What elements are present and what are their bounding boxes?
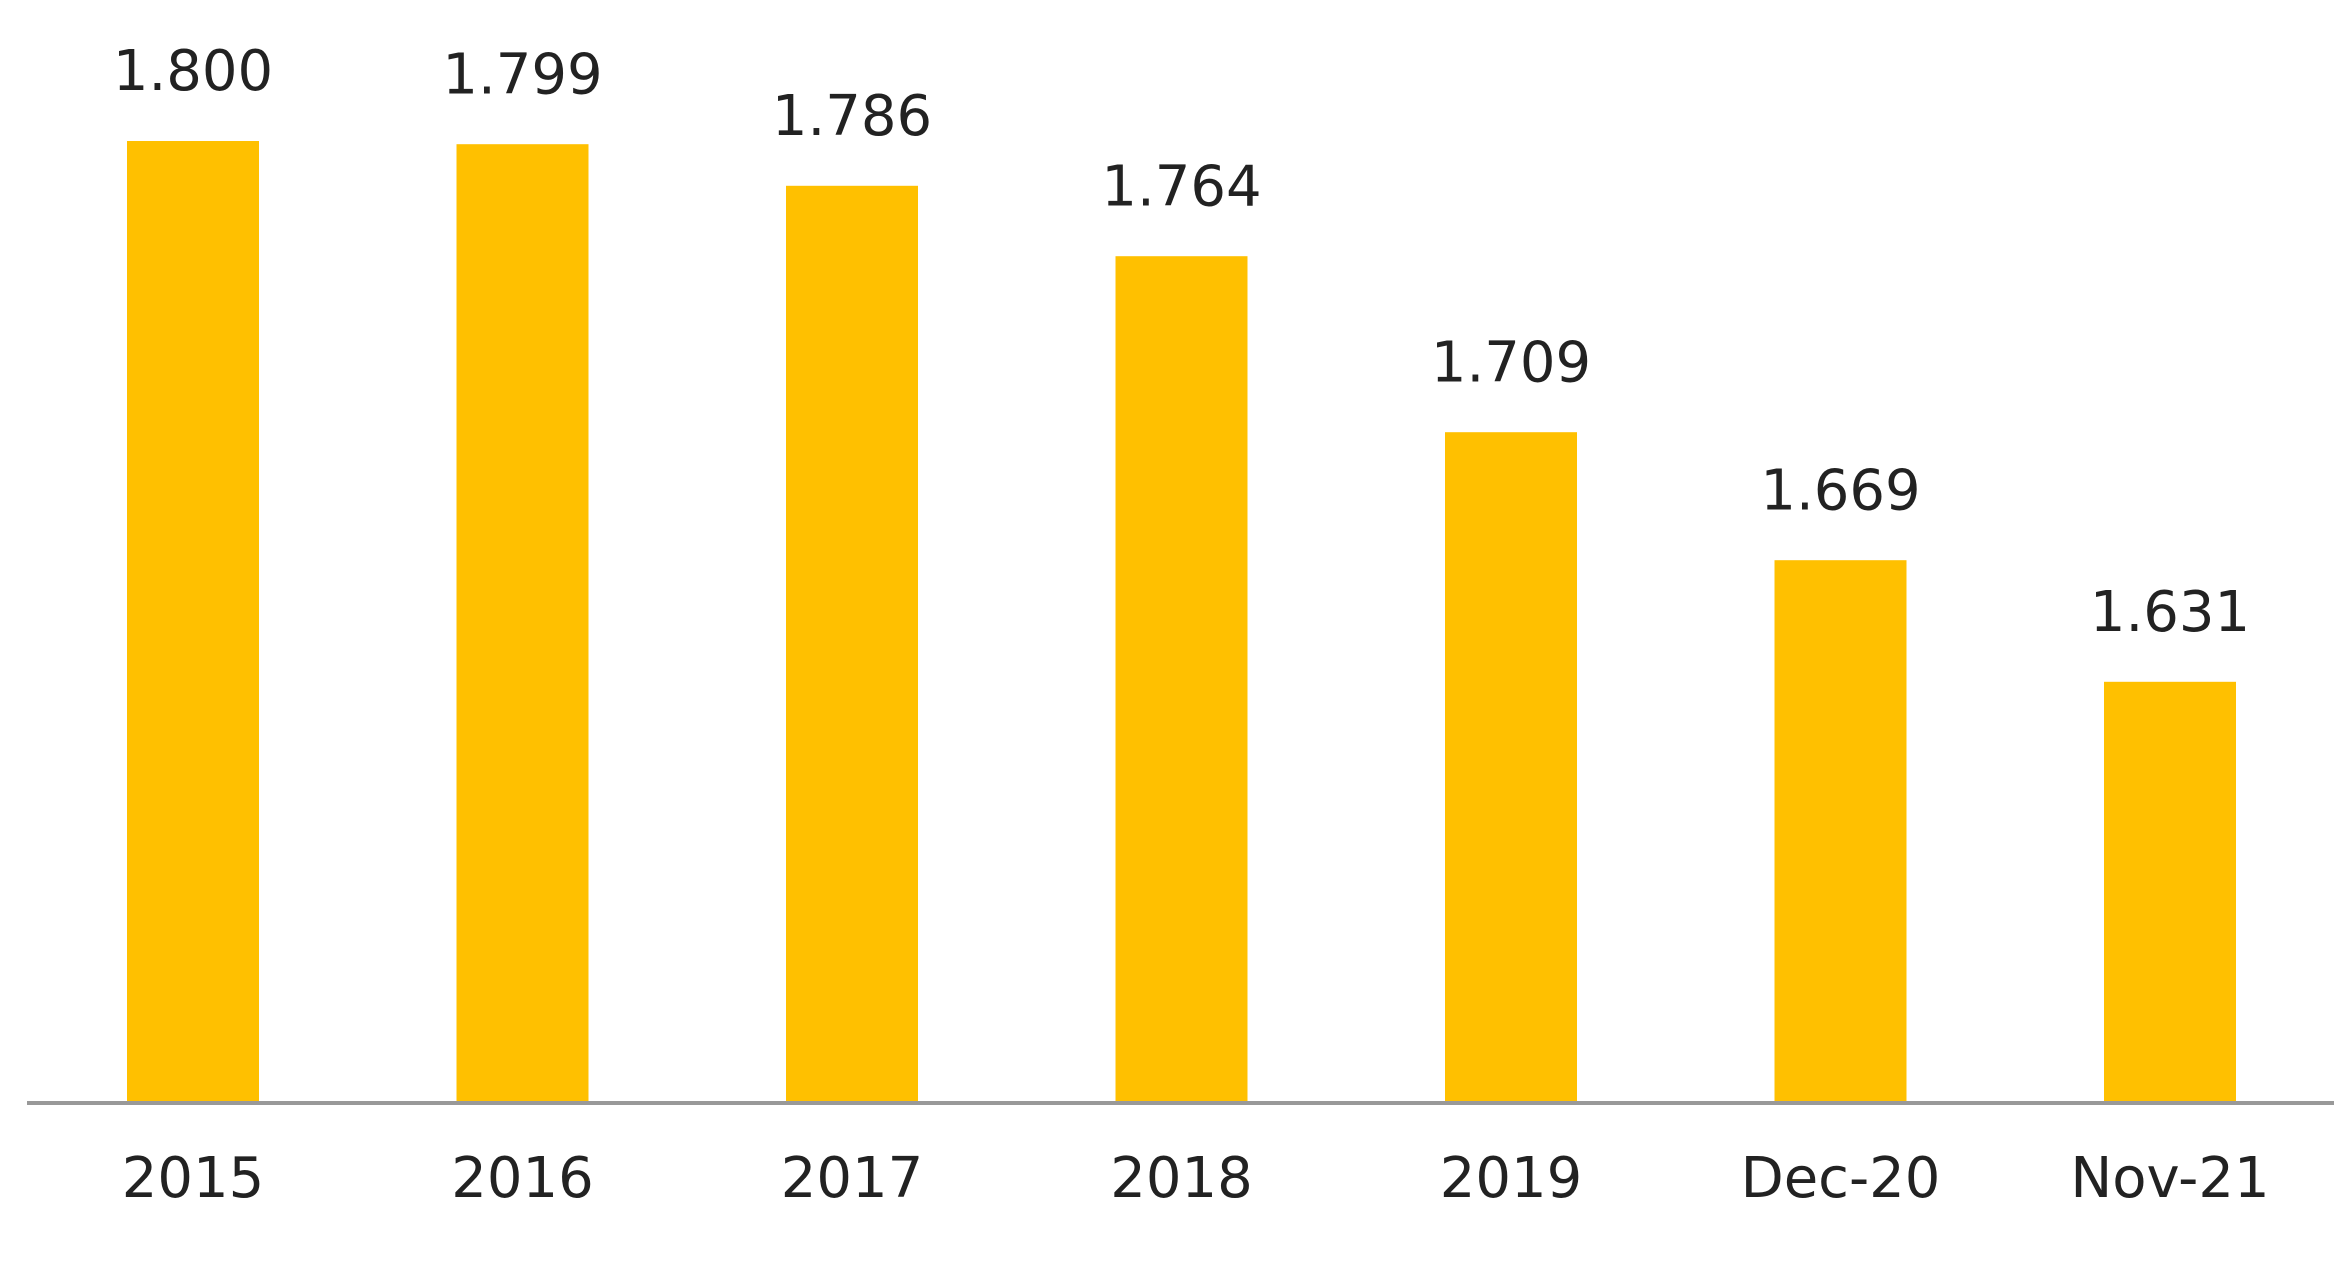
data-label: 1.764 [1101, 154, 1261, 219]
bar [2104, 681, 2236, 1101]
bar [1115, 256, 1248, 1101]
data-label: 1.799 [442, 42, 602, 107]
data-label: 1.800 [113, 39, 273, 104]
data-label: 1.786 [772, 84, 932, 149]
bar [1774, 560, 1907, 1101]
bar [127, 141, 259, 1101]
x-tick-label: 2017 [781, 1146, 924, 1211]
x-tick-label: Nov-21 [2070, 1146, 2269, 1211]
bar [456, 144, 589, 1101]
data-label: 1.669 [1760, 458, 1920, 523]
bar [786, 185, 918, 1102]
x-tick-label: 2018 [1110, 1146, 1253, 1211]
data-label: 1.631 [2090, 580, 2250, 645]
x-tick-label: 2015 [122, 1146, 265, 1211]
bar [1445, 432, 1577, 1101]
x-tick-label: 2019 [1440, 1146, 1583, 1211]
data-label: 1.709 [1431, 330, 1591, 395]
x-tick-label: Dec-20 [1741, 1146, 1941, 1211]
x-tick-label: 2016 [451, 1146, 594, 1211]
